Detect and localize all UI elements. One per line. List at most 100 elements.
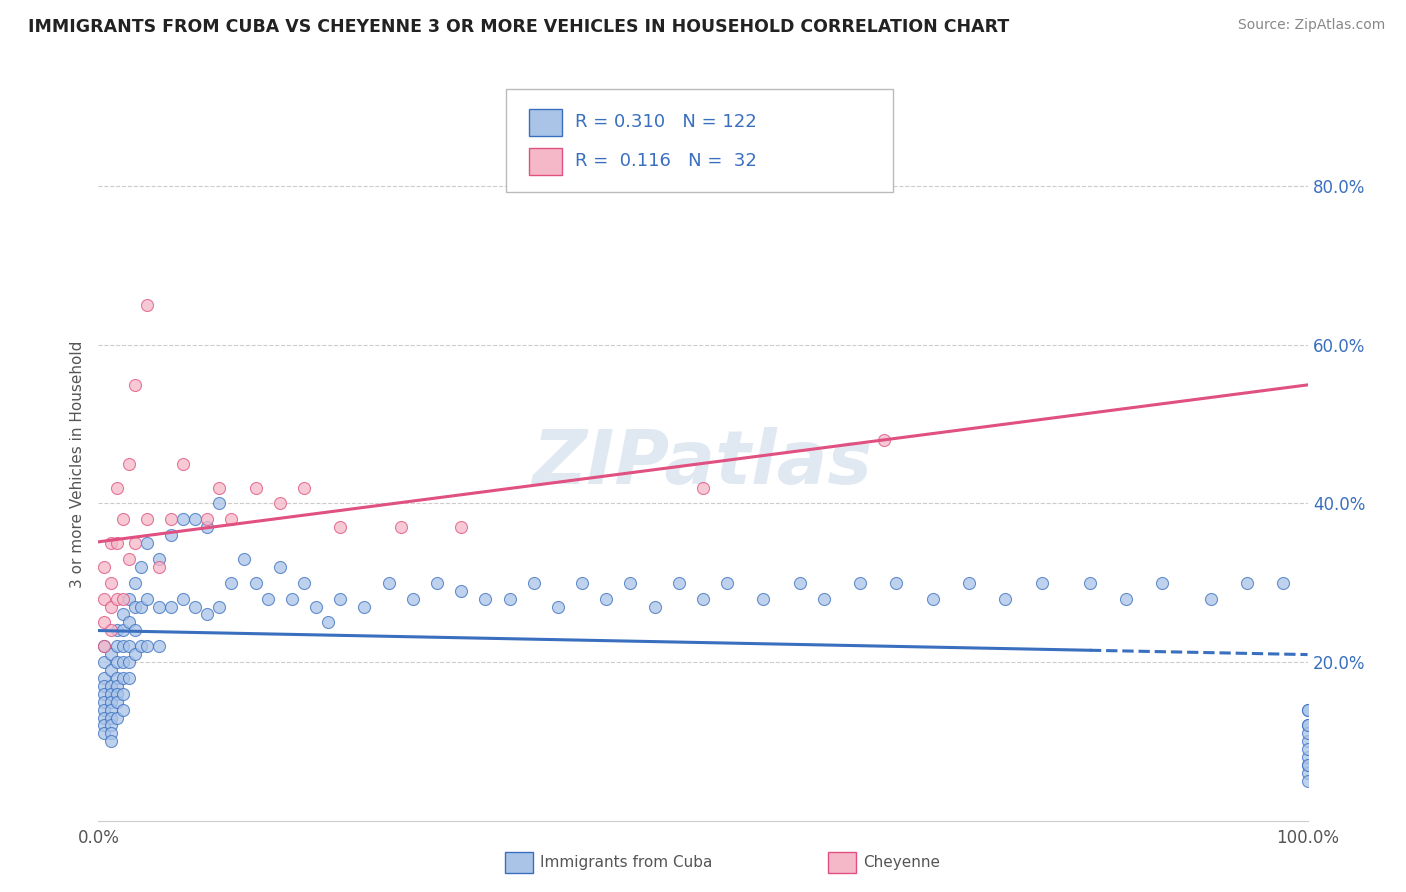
Point xyxy=(221,512,243,526)
Point xyxy=(426,575,449,590)
Point xyxy=(668,575,690,590)
Point xyxy=(269,560,291,574)
Point xyxy=(93,695,115,709)
Point xyxy=(172,591,194,606)
Point xyxy=(305,599,328,614)
Point xyxy=(1296,718,1319,732)
Point xyxy=(232,552,254,566)
Point xyxy=(100,695,122,709)
Point xyxy=(93,726,115,740)
Point xyxy=(571,575,593,590)
Point xyxy=(148,639,170,653)
Point xyxy=(118,591,141,606)
Point xyxy=(124,647,146,661)
Point xyxy=(208,496,231,510)
Point xyxy=(789,575,811,590)
Point xyxy=(1296,726,1319,740)
Point xyxy=(111,703,134,717)
Point xyxy=(195,607,218,622)
Point xyxy=(1296,703,1319,717)
Point xyxy=(129,599,152,614)
Point xyxy=(329,591,352,606)
Point xyxy=(111,591,134,606)
Point xyxy=(100,710,122,724)
Point xyxy=(118,671,141,685)
Point xyxy=(105,671,128,685)
Point xyxy=(692,481,714,495)
Text: IMMIGRANTS FROM CUBA VS CHEYENNE 3 OR MORE VEHICLES IN HOUSEHOLD CORRELATION CHA: IMMIGRANTS FROM CUBA VS CHEYENNE 3 OR MO… xyxy=(28,18,1010,36)
Point xyxy=(111,655,134,669)
Point xyxy=(93,639,115,653)
Point xyxy=(160,528,183,542)
Point xyxy=(93,560,115,574)
Point xyxy=(105,655,128,669)
Point xyxy=(135,536,157,550)
Point xyxy=(100,624,122,638)
Point xyxy=(160,599,183,614)
Point xyxy=(353,599,375,614)
Point xyxy=(1272,575,1295,590)
Point xyxy=(1296,718,1319,732)
Point xyxy=(716,575,738,590)
Point xyxy=(111,607,134,622)
Point xyxy=(1152,575,1174,590)
Point xyxy=(329,520,352,534)
Point xyxy=(93,615,115,630)
Point xyxy=(118,655,141,669)
Point xyxy=(118,457,141,471)
Text: R =  0.116   N =  32: R = 0.116 N = 32 xyxy=(575,153,756,170)
Point xyxy=(1236,575,1258,590)
Point xyxy=(105,710,128,724)
Point xyxy=(195,520,218,534)
Point xyxy=(292,481,315,495)
Point xyxy=(245,481,267,495)
Point xyxy=(523,575,546,590)
Point xyxy=(389,520,412,534)
Point xyxy=(105,679,128,693)
Point xyxy=(1296,750,1319,764)
Point xyxy=(245,575,267,590)
Point xyxy=(111,687,134,701)
Point xyxy=(160,512,183,526)
Point xyxy=(402,591,425,606)
Point xyxy=(135,298,157,312)
Text: Cheyenne: Cheyenne xyxy=(863,855,941,870)
Point xyxy=(195,512,218,526)
Point xyxy=(100,734,122,748)
Point xyxy=(1296,766,1319,780)
Point xyxy=(100,718,122,732)
Point xyxy=(118,615,141,630)
Point xyxy=(111,639,134,653)
Point xyxy=(921,591,943,606)
Text: R = 0.310   N = 122: R = 0.310 N = 122 xyxy=(575,113,756,131)
Point xyxy=(281,591,304,606)
Point xyxy=(692,591,714,606)
Point xyxy=(100,679,122,693)
Point xyxy=(316,615,339,630)
Point xyxy=(118,552,141,566)
Point xyxy=(93,639,115,653)
Point xyxy=(105,624,128,638)
Point xyxy=(994,591,1017,606)
Point xyxy=(1296,758,1319,772)
Point xyxy=(93,655,115,669)
Point xyxy=(1199,591,1222,606)
Point xyxy=(1296,758,1319,772)
Text: ZIPatlas: ZIPatlas xyxy=(533,427,873,500)
Point xyxy=(135,512,157,526)
Point xyxy=(849,575,872,590)
Y-axis label: 3 or more Vehicles in Household: 3 or more Vehicles in Household xyxy=(70,340,86,588)
Point xyxy=(124,536,146,550)
Point xyxy=(118,639,141,653)
Point xyxy=(1031,575,1053,590)
Point xyxy=(957,575,980,590)
Point xyxy=(1296,703,1319,717)
Point xyxy=(377,575,399,590)
Point xyxy=(221,575,243,590)
Point xyxy=(105,536,128,550)
Point xyxy=(93,710,115,724)
Point xyxy=(498,591,520,606)
Point xyxy=(752,591,775,606)
Point xyxy=(93,703,115,717)
Point xyxy=(124,599,146,614)
